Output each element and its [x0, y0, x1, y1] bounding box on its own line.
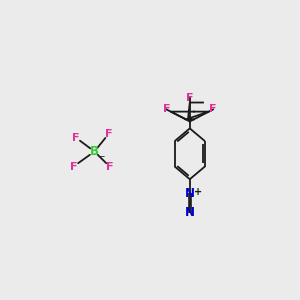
- Text: F: F: [163, 104, 170, 115]
- Text: F: F: [106, 161, 113, 172]
- Text: F: F: [209, 104, 217, 115]
- Text: F: F: [70, 161, 77, 172]
- Text: N: N: [185, 206, 195, 219]
- Text: F: F: [105, 129, 112, 139]
- Text: −: −: [97, 152, 105, 160]
- Text: F: F: [186, 93, 194, 103]
- Text: F: F: [72, 133, 80, 142]
- Text: B: B: [90, 145, 99, 158]
- Text: +: +: [194, 187, 202, 197]
- Text: N: N: [185, 187, 195, 200]
